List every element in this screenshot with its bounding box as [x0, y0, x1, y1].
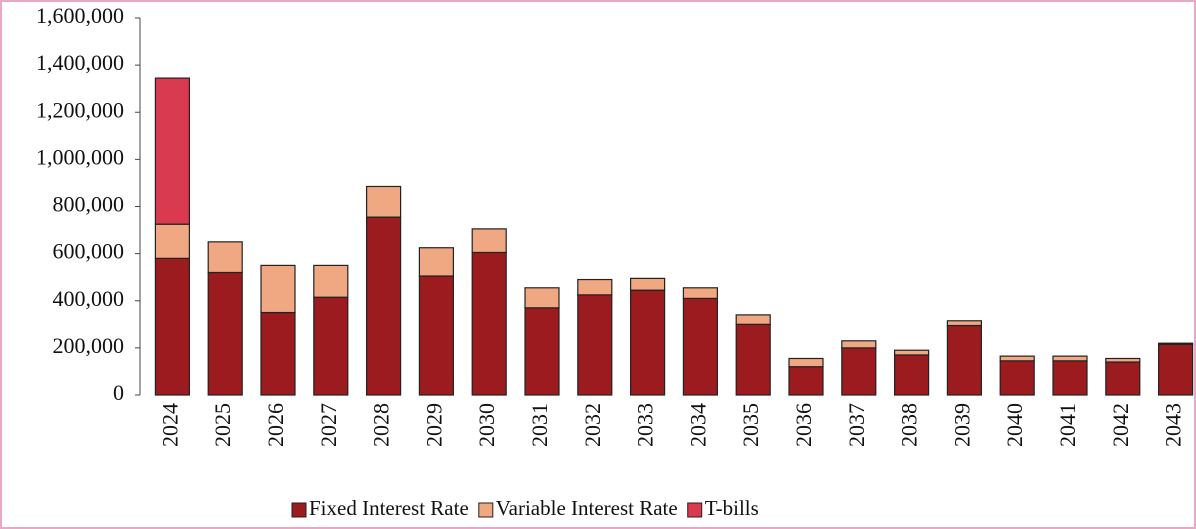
bar-segment [1157, 343, 1194, 396]
legend-label: T-bills [705, 496, 759, 520]
legend-swatch [478, 502, 494, 518]
bar-segment [471, 228, 507, 254]
legend-swatch [291, 502, 307, 518]
bar-segment [207, 271, 243, 396]
x-tick-label: 2031 [527, 403, 552, 447]
legend-swatch [687, 502, 703, 518]
bar-segment [1052, 355, 1088, 362]
x-tick-label: 2024 [157, 403, 182, 447]
x-tick-label: 2035 [738, 403, 763, 447]
bar-segment [1157, 342, 1194, 345]
legend-label: Fixed Interest Rate [309, 496, 469, 520]
bar-segment [999, 360, 1035, 396]
x-tick-label: 2036 [791, 403, 816, 447]
bar-segment [893, 354, 930, 396]
bar-segment [260, 264, 296, 314]
x-tick-label: 2041 [1055, 403, 1080, 447]
y-tick-label: 600,000 [53, 239, 125, 264]
bar-segment [366, 216, 402, 396]
bar-segment [471, 251, 507, 396]
bar-segment [1052, 360, 1088, 396]
bar-segment [1105, 357, 1141, 363]
bar-segment [207, 241, 243, 274]
bar-segment [999, 355, 1035, 362]
bar-segment [841, 340, 877, 349]
bar-segment [682, 287, 719, 299]
x-tick-label: 2026 [263, 403, 288, 447]
bar-segment [260, 311, 296, 396]
y-tick-label: 200,000 [53, 333, 125, 358]
x-tick-label: 2034 [685, 403, 710, 447]
bar-segment [841, 347, 877, 396]
x-tick-label: 2039 [949, 403, 974, 447]
bar-segment [788, 357, 824, 368]
y-tick-label: 1,400,000 [36, 50, 124, 75]
bar-segment [1105, 361, 1141, 396]
x-tick-label: 2030 [474, 403, 499, 447]
y-tick-label: 400,000 [53, 286, 125, 311]
x-tick-label: 2042 [1108, 403, 1133, 447]
legend-label: Variable Interest Rate [496, 496, 678, 520]
y-tick-label: 1,000,000 [36, 144, 124, 169]
bar-segment [524, 307, 560, 396]
bar-segment [629, 289, 666, 396]
x-tick-label: 2040 [1002, 403, 1027, 447]
x-tick-label: 2038 [897, 403, 922, 447]
bar-segment [577, 294, 613, 396]
bar-segment [418, 275, 454, 396]
y-tick-label: 1,200,000 [36, 97, 124, 122]
x-tick-label: 2025 [210, 403, 235, 447]
bar-segment [682, 297, 719, 396]
bar-segment [418, 247, 454, 277]
bar-segment [313, 296, 349, 396]
bar-segment [154, 223, 190, 259]
x-tick-label: 2029 [421, 403, 446, 447]
bar-segment [313, 264, 349, 298]
x-tick-label: 2028 [369, 403, 394, 447]
bar-segment [735, 314, 771, 325]
bar-segment [154, 257, 190, 396]
bar-segment [788, 366, 824, 396]
bar-segment [893, 349, 930, 356]
bar-segment [577, 278, 613, 296]
x-tick-label: 2033 [633, 403, 658, 447]
y-tick-label: 0 [113, 380, 124, 405]
bar-segment [629, 277, 666, 291]
x-tick-label: 2032 [580, 403, 605, 447]
bar-segment [366, 185, 402, 218]
bar-segment [154, 77, 190, 225]
bar-segment [946, 320, 983, 327]
y-tick-label: 1,600,000 [36, 3, 124, 28]
x-tick-label: 2037 [844, 403, 869, 447]
x-tick-label: 2043 [1161, 403, 1186, 447]
y-tick-label: 800,000 [53, 192, 125, 217]
bar-segment [735, 323, 771, 396]
x-tick-label: 2027 [316, 403, 341, 447]
bar-segment [524, 287, 560, 309]
bar-segment [946, 324, 983, 396]
